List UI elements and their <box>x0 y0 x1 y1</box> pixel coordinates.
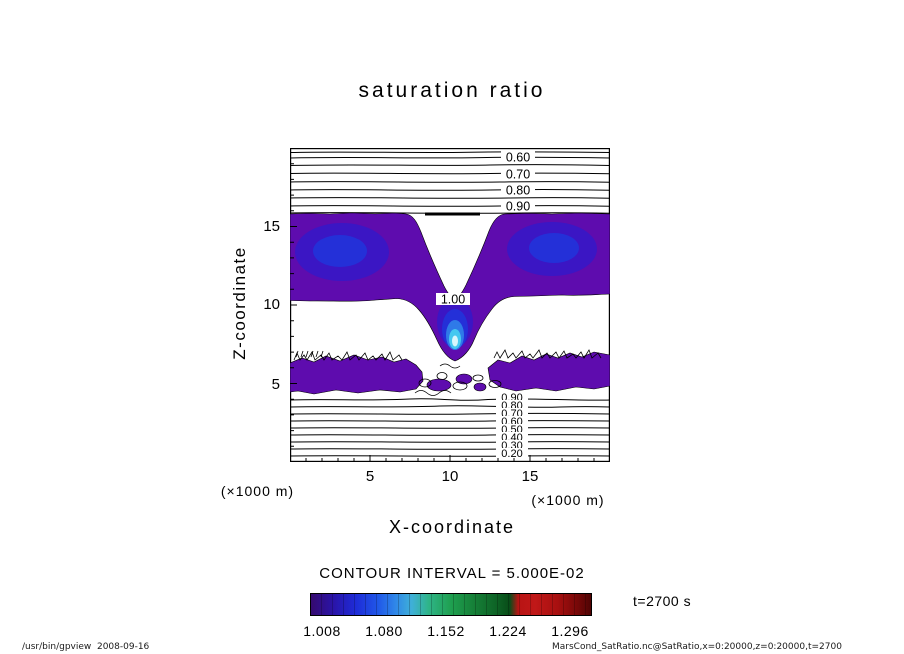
x-tick-15: 15 <box>521 468 539 485</box>
y-tick-10: 10 <box>263 296 280 313</box>
upper-contour-label: 0.80 <box>506 184 530 198</box>
x-tick-10: 10 <box>441 468 459 485</box>
contour-plot: 0.60 0.70 0.80 0.90 1.00 0.90 0.80 0.70 … <box>290 148 610 462</box>
filled-contours <box>290 212 610 395</box>
x-axis-unit: (×1000 m) <box>531 492 605 508</box>
lower-blob-3 <box>473 382 487 392</box>
lower-contour-lines <box>290 398 610 457</box>
footer-program-info: /usr/bin/gpview 2008-09-16 <box>22 642 150 652</box>
contour-value-labels: 0.60 0.70 0.80 0.90 1.00 <box>436 151 535 307</box>
lower-blob-2 <box>455 373 473 385</box>
axis-ticks <box>290 163 595 462</box>
upper-contour-label: 0.90 <box>506 200 530 214</box>
colorbar-tick-label: 1.296 <box>551 623 589 639</box>
contour-interval-text: CONTOUR INTERVAL = 5.000E-02 <box>319 565 585 582</box>
lower-band-left <box>290 354 424 395</box>
y-tick-5: 5 <box>271 376 280 393</box>
plot-title: saturation ratio <box>358 79 546 102</box>
colorbar-tick-label: 1.080 <box>365 623 403 639</box>
lower-contour-value-labels: 0.90 0.80 0.70 0.60 0.50 0.40 0.30 0.20 <box>496 392 528 460</box>
lower-contour-label: 0.20 <box>501 448 522 460</box>
bunched-contour-segment <box>425 212 480 216</box>
colorbar-tick-label: 1.152 <box>427 623 465 639</box>
footer-dataset-info: MarsCond_SatRatio.nc@SatRatio,x=0:20000,… <box>552 642 842 652</box>
x-tick-5: 5 <box>365 468 375 485</box>
colorbar-tick-label: 1.224 <box>489 623 527 639</box>
noise-contours <box>293 349 602 396</box>
left-core-shade-inner <box>313 235 367 267</box>
funnel-core <box>452 335 458 347</box>
colorbar <box>310 593 592 616</box>
center-contour-label: 1.00 <box>441 293 465 307</box>
upper-contour-lines <box>290 151 610 214</box>
upper-contour-label: 0.60 <box>506 151 530 165</box>
upper-contour-label: 0.70 <box>506 168 530 182</box>
colorbar-tick-label: 1.008 <box>303 623 341 639</box>
y-tick-15: 15 <box>263 218 280 235</box>
time-annotation: t=2700 s <box>633 593 692 609</box>
y-axis-unit: (×1000 m) <box>220 483 295 499</box>
x-axis-label: X-coordinate <box>388 517 516 537</box>
right-core-shade-inner <box>529 233 579 263</box>
